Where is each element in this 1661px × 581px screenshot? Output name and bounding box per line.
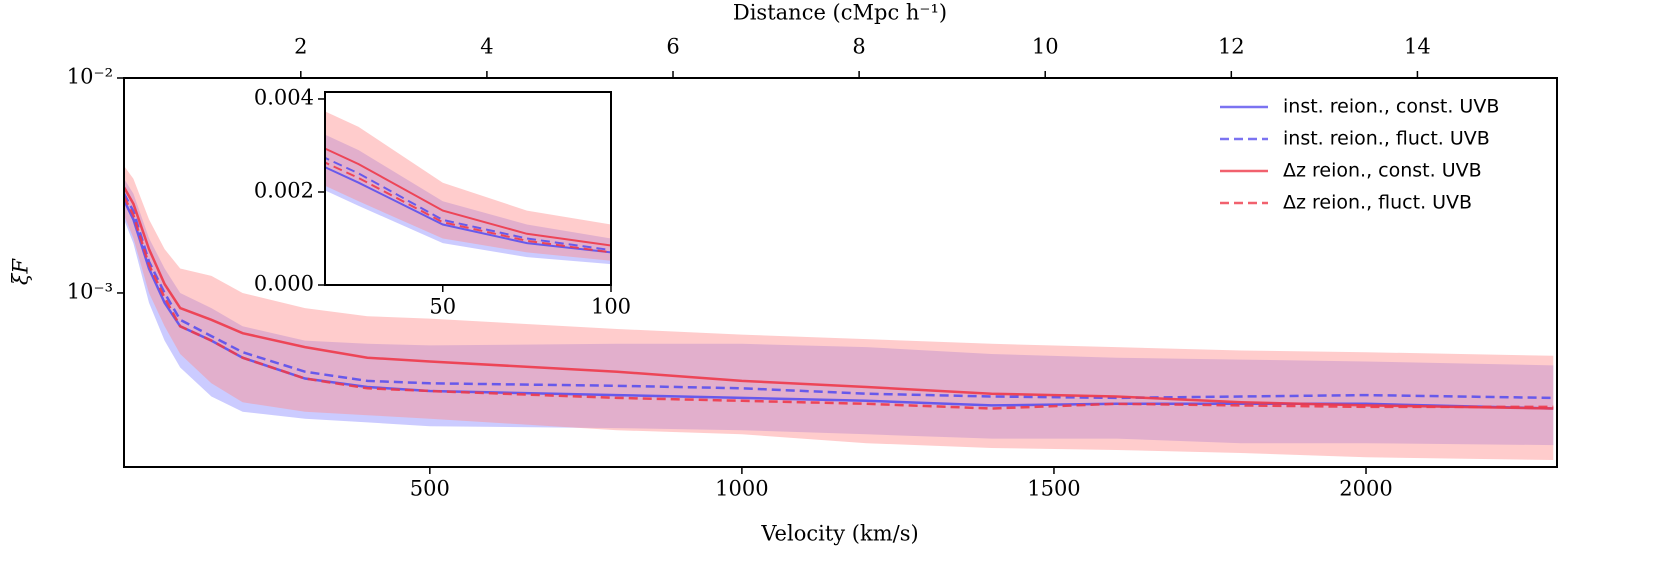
plot-area	[124, 165, 1554, 460]
axes-frame	[123, 77, 1558, 468]
legend-label: inst. reion., const. UVB	[1283, 96, 1499, 118]
line	[124, 196, 1554, 410]
y-tick-label: 0.002	[254, 178, 314, 202]
legend-label: Δz reion., fluct. UVB	[1283, 192, 1472, 214]
x2-tick-label: 14	[1404, 35, 1431, 59]
x-tick-label: 500	[410, 477, 450, 501]
plot-area	[325, 111, 611, 265]
inset-background	[325, 92, 611, 285]
x-tick-label: 50	[429, 295, 456, 319]
y-axis-label: ξF	[9, 258, 33, 286]
band	[325, 111, 611, 261]
line	[325, 147, 611, 247]
x-tick-label: 1000	[715, 477, 768, 501]
line	[325, 166, 611, 254]
y-tick-label: 10⁻²	[67, 65, 113, 89]
y-tick-label: 0.000	[254, 272, 314, 296]
x-axis-label: Velocity (km/s)	[760, 522, 918, 546]
x2-tick-label: 4	[480, 35, 493, 59]
line	[124, 186, 1554, 410]
band	[124, 178, 1554, 446]
legend-label: Δz reion., const. UVB	[1283, 160, 1482, 182]
x-tick-label: 2000	[1339, 477, 1392, 501]
x-tick-label: 100	[591, 295, 631, 319]
x2-tick-label: 8	[852, 35, 865, 59]
band	[325, 134, 611, 265]
legend-label: inst. reion., fluct. UVB	[1283, 128, 1490, 150]
x2-tick-label: 6	[666, 35, 679, 59]
y-tick-label: 0.004	[254, 85, 314, 109]
band	[124, 165, 1554, 460]
x2-tick-label: 10	[1032, 35, 1059, 59]
x2-tick-label: 12	[1218, 35, 1245, 59]
y-tick-label: 10⁻³	[67, 279, 113, 303]
axes-frame	[324, 91, 612, 286]
x2-axis-label: Distance (cMpc h⁻¹)	[733, 1, 947, 25]
x-tick-label: 1500	[1027, 477, 1080, 501]
x2-tick-label: 2	[294, 35, 307, 59]
